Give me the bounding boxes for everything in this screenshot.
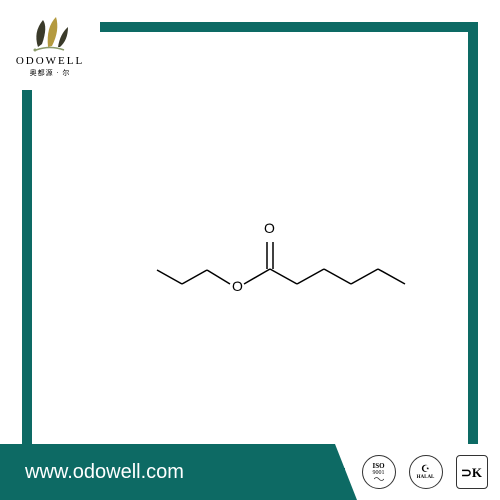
kosher-badge: ⊃K [456, 455, 488, 489]
url-banner: www.odowell.com [0, 444, 357, 500]
halal-badge: ☪ HALAL [409, 455, 443, 489]
brand-logo: ODOWELL 奥都源 · 尔 [0, 0, 100, 90]
oxygen-ester-label: O [232, 278, 243, 294]
footer: www.odowell.com ISO 9001 ☪ HALAL ⊃K [0, 444, 500, 500]
chemical-structure: O O [152, 222, 412, 322]
iso-badge: ISO 9001 [362, 455, 396, 489]
leaf-icon [28, 12, 72, 52]
website-url: www.odowell.com [25, 461, 184, 484]
brand-subtext: 奥都源 · 尔 [30, 68, 71, 78]
certification-badges: ISO 9001 ☪ HALAL ⊃K [345, 444, 500, 500]
oxygen-double-bond-label: O [264, 220, 275, 236]
brand-name: ODOWELL [16, 55, 84, 67]
content-frame: O O [22, 22, 478, 478]
